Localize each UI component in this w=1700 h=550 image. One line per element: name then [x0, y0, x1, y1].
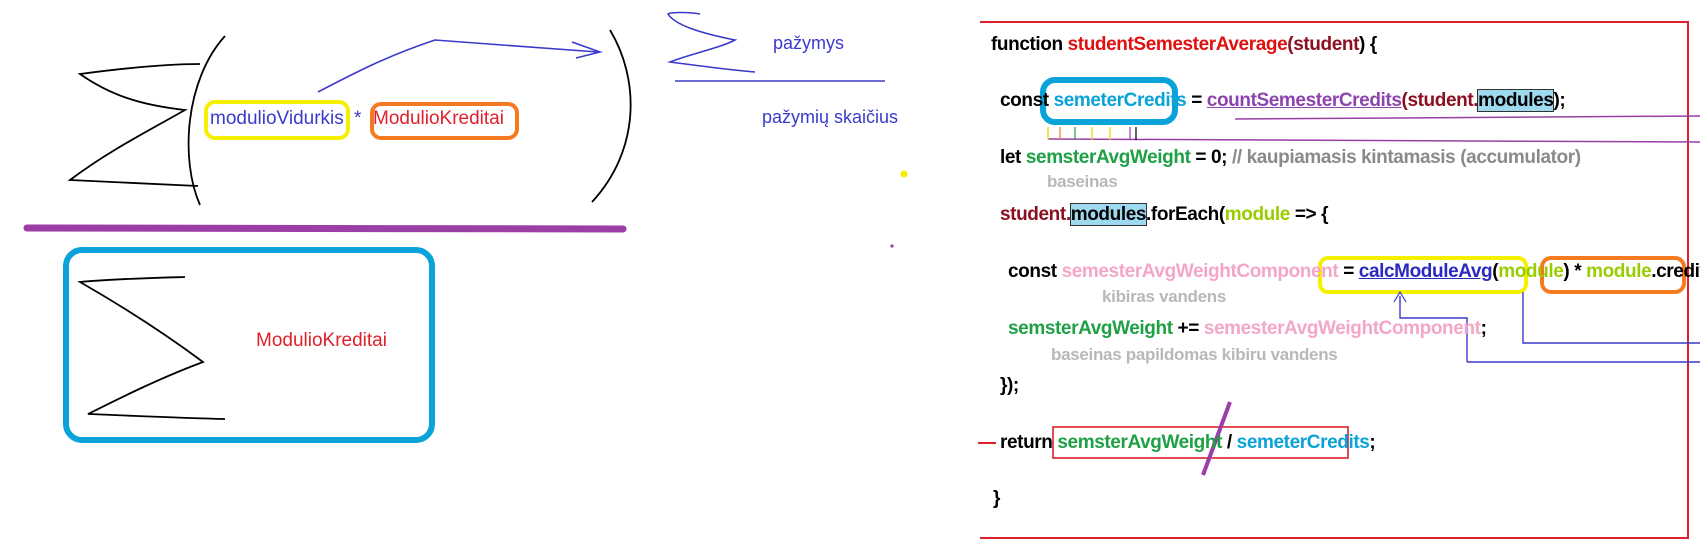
module-avg-highlight [204, 100, 350, 140]
code-panel: function studentSemesterAverage(student)… [980, 0, 1700, 550]
code-line-foreach: student.modules.forEach(module => { [1000, 203, 1329, 226]
blue-link-1 [1522, 292, 1700, 344]
grade-count-label: pažymių skaičius [762, 107, 899, 127]
sigma-symbol-denominator [77, 276, 226, 420]
multiply-operator: * [354, 108, 362, 129]
note-pool-filled: baseinas papildomas kibiru vandens [1051, 345, 1338, 364]
code-line-return: return semsterAvgWeight / semeterCredits… [1000, 432, 1376, 453]
module-credits-code-highlight [1540, 256, 1686, 294]
denominator-box [63, 247, 435, 443]
note-pool: baseinas [1047, 172, 1118, 191]
module-avg-label: modulioVidurkis [210, 108, 344, 129]
code-line-const-credits: const semeterCredits = countSemesterCred… [1000, 89, 1566, 112]
arrow-head [571, 41, 603, 59]
code-line-accumulate: semsterAvgWeight += semesterAvgWeightCom… [1008, 318, 1487, 339]
sigma-symbol-simple [666, 11, 756, 73]
fraction-bar [23, 224, 627, 233]
purple-link-2 [1047, 138, 1700, 143]
arrow-curve [317, 39, 599, 93]
tick-marks [1047, 127, 1137, 140]
module-credits-label: ModulioKreditai [373, 108, 504, 129]
grade-label: pažymys [773, 33, 845, 53]
denominator-credits-label: ModulioKreditai [256, 330, 387, 351]
code-line-const-component: const semesterAvgWeightComponent = calcM… [1008, 261, 1700, 282]
credits-var-highlight [1040, 77, 1178, 125]
calc-avg-highlight [1318, 256, 1528, 294]
right-parenthesis [591, 29, 632, 203]
code-line-close-function: } [993, 488, 1000, 509]
division-slash [1201, 401, 1232, 476]
blue-link-2 [1399, 296, 1468, 362]
note-bucket: kibiras vandens [1102, 287, 1227, 306]
purple-link-1 [1234, 115, 1700, 120]
code-line-close-foreach: }); [1000, 375, 1019, 396]
code-line-function: function studentSemesterAverage(student)… [991, 34, 1377, 55]
purple-dot [890, 244, 894, 248]
return-expression-box [1052, 426, 1349, 459]
sigma-symbol-numerator [67, 63, 201, 187]
code-frame [980, 21, 1689, 539]
module-credits-highlight [370, 102, 519, 140]
blue-link-arrow [1393, 290, 1407, 303]
yellow-dot [900, 170, 908, 178]
left-parenthesis [187, 35, 226, 206]
code-line-let-accumulator: let semsterAvgWeight = 0; // kaupiamasis… [1000, 147, 1581, 168]
